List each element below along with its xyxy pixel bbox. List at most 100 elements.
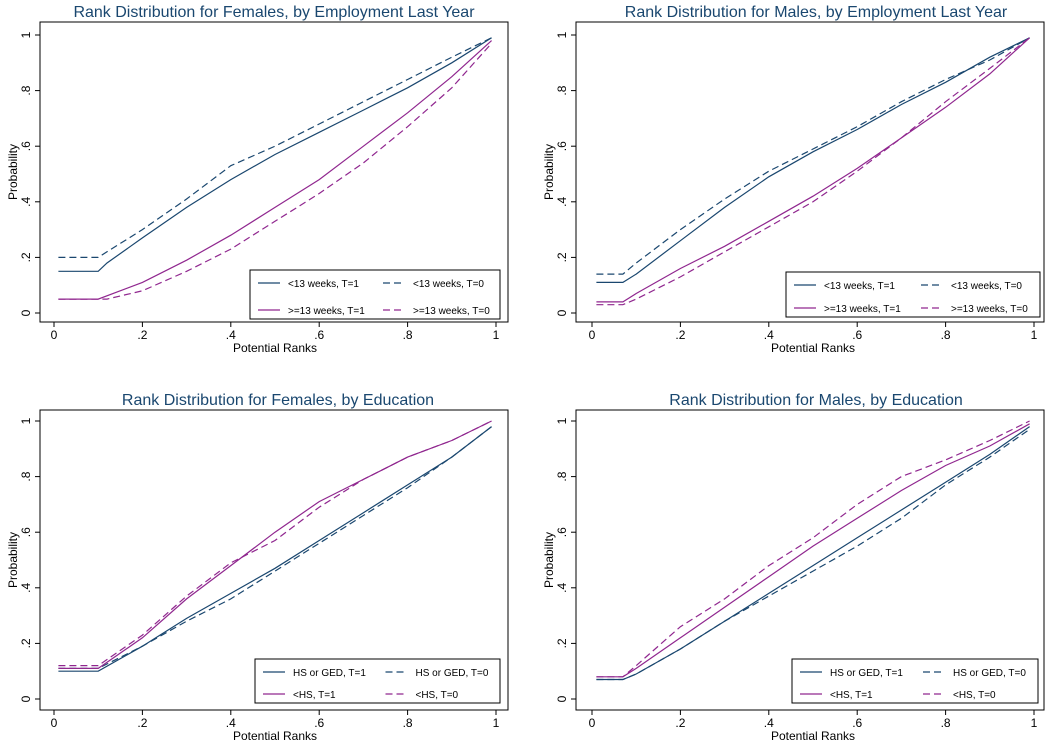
plot-frame	[575, 21, 1045, 323]
x-tick-label: .8	[403, 328, 413, 342]
y-tick-label: .6	[19, 141, 33, 151]
y-tick-label: .6	[555, 527, 569, 537]
x-tick-label: .4	[226, 328, 236, 342]
x-axis-label: Potential Ranks	[771, 729, 855, 743]
series-line-4	[596, 420, 1030, 678]
series-line-4	[58, 42, 493, 300]
y-tick-label: .2	[555, 252, 569, 262]
y-tick-label: 0	[19, 309, 33, 316]
legend-label: <13 weeks, T=0	[413, 279, 484, 290]
y-tick-label: .2	[555, 638, 569, 648]
y-tick-label: 1	[555, 31, 569, 38]
legend-box	[791, 658, 1039, 704]
legend-label: <HS, T=1	[293, 690, 336, 701]
x-tick-label: 0	[589, 328, 596, 342]
x-tick-label: .6	[314, 716, 324, 730]
legend-box	[785, 271, 1041, 318]
x-tick-label: 1	[493, 716, 500, 730]
y-tick-label: 1	[19, 417, 33, 424]
plot-frame	[575, 409, 1045, 711]
x-tick-label: 1	[1031, 716, 1038, 730]
series-line-1	[58, 37, 492, 272]
chart-panel-2: Rank Distribution for Males, by Employme…	[542, 4, 1045, 355]
y-tick-label: .4	[555, 196, 569, 206]
chart-title: Rank Distribution for Females, by Employ…	[73, 4, 475, 21]
y-tick-label: .8	[555, 471, 569, 481]
legend-box	[249, 269, 501, 320]
x-tick-label: .8	[941, 328, 951, 342]
y-tick-label: .8	[19, 471, 33, 481]
x-tick-label: 0	[589, 716, 596, 730]
y-tick-label: 0	[19, 695, 33, 702]
y-tick-label: .6	[19, 527, 33, 537]
legend-label: <13 weeks, T=0	[951, 281, 1022, 292]
x-tick-label: .2	[675, 716, 685, 730]
y-tick-label: .4	[19, 582, 33, 592]
y-tick-label: 0	[555, 309, 569, 316]
series-line-2	[596, 428, 1030, 681]
x-tick-label: .4	[226, 716, 236, 730]
series-line-3	[58, 40, 493, 300]
legend-label: <HS, T=1	[830, 690, 873, 701]
legend-label: HS or GED, T=1	[293, 668, 366, 679]
y-axis-label: Probability	[542, 532, 556, 588]
legend-label: HS or GED, T=0	[953, 668, 1026, 679]
series-line-1	[58, 426, 492, 672]
x-axis-label: Potential Ranks	[233, 729, 317, 743]
y-tick-label: 1	[555, 417, 569, 424]
x-tick-label: 0	[51, 716, 58, 730]
y-axis-label: Probability	[6, 144, 20, 200]
legend-label: <HS, T=0	[953, 690, 996, 701]
x-axis-label: Potential Ranks	[233, 341, 317, 355]
x-tick-label: 0	[51, 328, 58, 342]
legend-label: >=13 weeks, T=0	[413, 306, 490, 317]
y-tick-label: .6	[555, 141, 569, 151]
legend-label: <13 weeks, T=1	[824, 281, 895, 292]
y-tick-label: .2	[19, 638, 33, 648]
series-line-3	[58, 420, 492, 670]
y-tick-label: 1	[19, 31, 33, 38]
series-line-2	[58, 426, 492, 670]
series-line-4	[596, 37, 1030, 306]
y-axis-label: Probability	[542, 144, 556, 200]
legend-label: >=13 weeks, T=1	[824, 304, 901, 315]
plot-frame	[39, 409, 509, 711]
x-tick-label: .2	[137, 328, 147, 342]
x-tick-label: .4	[764, 328, 774, 342]
legend-label: >=13 weeks, T=0	[951, 304, 1028, 315]
x-axis-label: Potential Ranks	[771, 341, 855, 355]
chart-panel-3: Rank Distribution for Females, by Educat…	[6, 392, 509, 743]
x-tick-label: .6	[852, 328, 862, 342]
series-line-2	[596, 37, 1030, 275]
chart-title: Rank Distribution for Females, by Educat…	[122, 392, 434, 409]
x-tick-label: .4	[764, 716, 774, 730]
x-tick-label: .2	[675, 328, 685, 342]
x-tick-label: 1	[493, 328, 500, 342]
series-line-2	[58, 37, 492, 258]
legend-label: <HS, T=0	[416, 690, 459, 701]
y-axis-label: Probability	[6, 532, 20, 588]
x-tick-label: .6	[314, 328, 324, 342]
y-tick-label: .4	[555, 582, 569, 592]
x-tick-label: .8	[941, 716, 951, 730]
series-line-1	[596, 426, 1030, 681]
legend-label: HS or GED, T=0	[416, 668, 489, 679]
plot-frame	[39, 21, 509, 323]
chart-title: Rank Distribution for Males, by Educatio…	[669, 392, 962, 409]
chart-panel-4: Rank Distribution for Males, by Educatio…	[542, 392, 1045, 743]
x-tick-label: .6	[852, 716, 862, 730]
legend-label: >=13 weeks, T=1	[288, 306, 365, 317]
legend-label: <13 weeks, T=1	[288, 279, 359, 290]
series-line-3	[596, 37, 1031, 303]
x-tick-label: .8	[403, 716, 413, 730]
x-tick-label: .2	[137, 716, 147, 730]
y-tick-label: .4	[19, 196, 33, 206]
legend-label: HS or GED, T=1	[830, 668, 903, 679]
series-line-4	[58, 420, 492, 667]
chart-title: Rank Distribution for Males, by Employme…	[625, 4, 1008, 21]
series-line-1	[596, 37, 1030, 283]
y-tick-label: .2	[19, 252, 33, 262]
legend-box	[254, 658, 501, 704]
y-tick-label: 0	[555, 695, 569, 702]
